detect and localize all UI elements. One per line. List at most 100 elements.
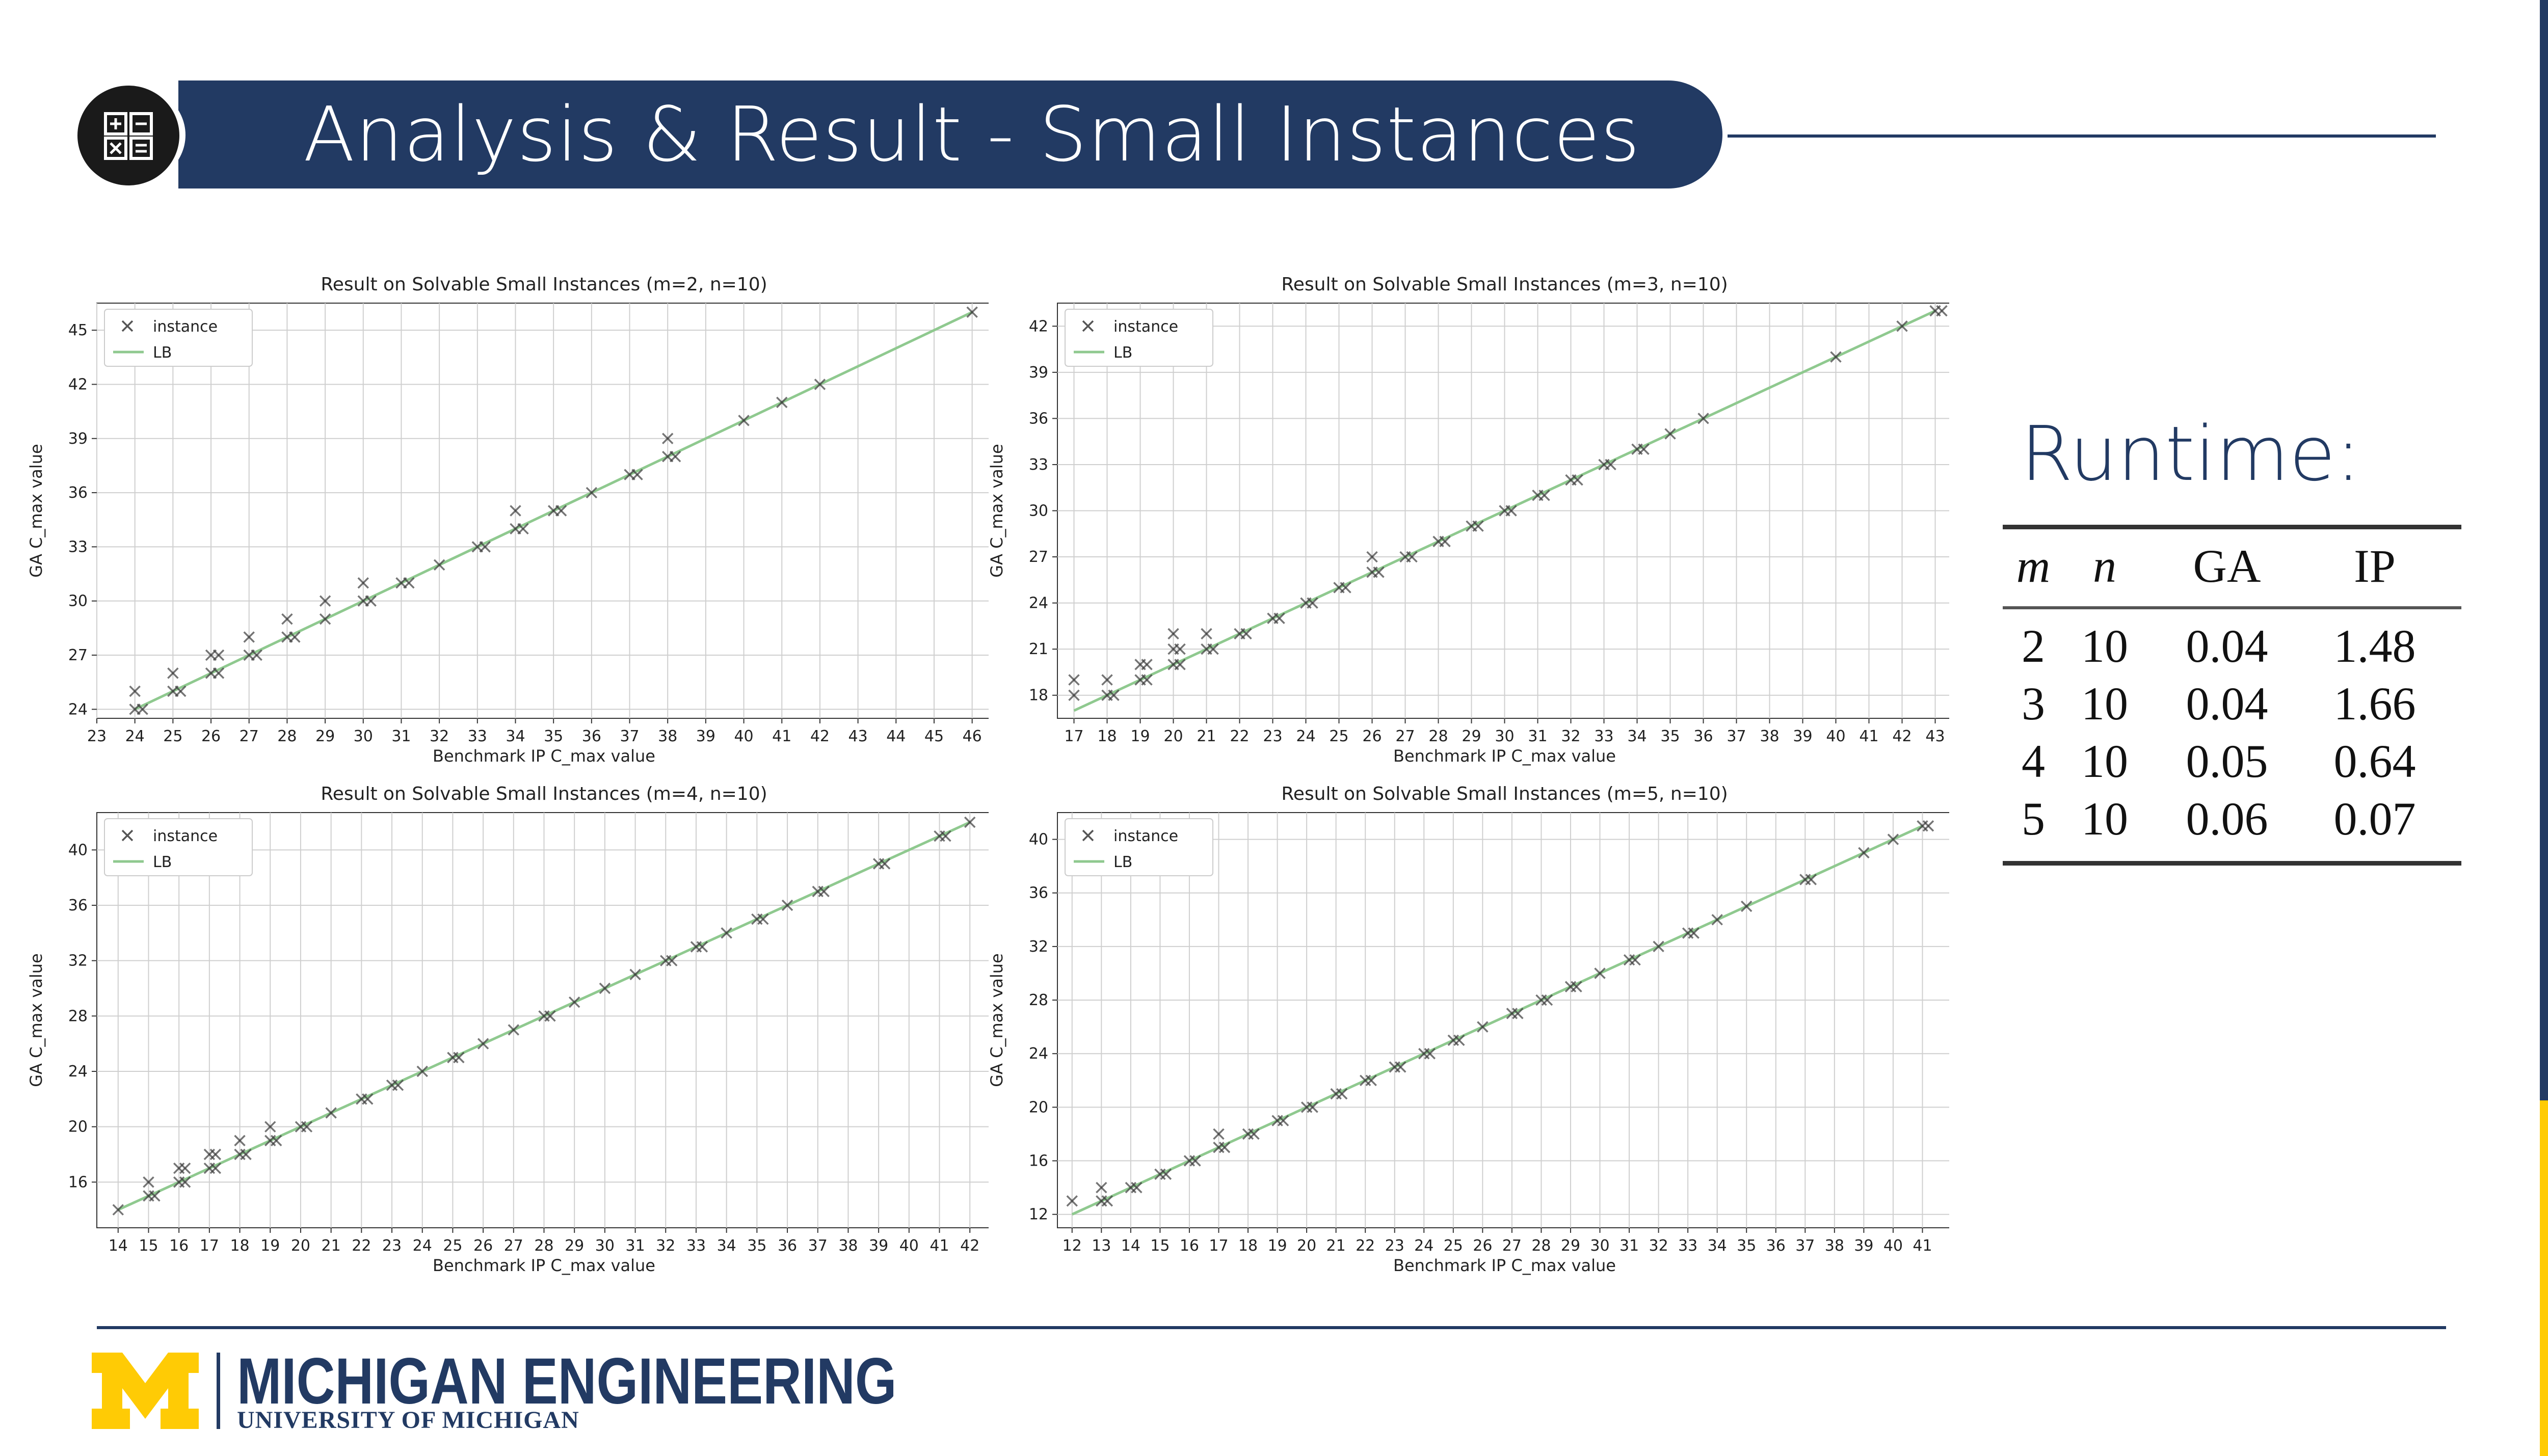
instance-point bbox=[1218, 1142, 1231, 1153]
instance-point bbox=[1629, 954, 1641, 966]
instance-point bbox=[1207, 643, 1219, 655]
instance-point bbox=[1141, 674, 1153, 686]
instance-point bbox=[1307, 1101, 1318, 1113]
x-tick-label: 23 bbox=[1263, 727, 1282, 745]
x-tick-label: 36 bbox=[778, 1237, 797, 1255]
y-tick-label: 36 bbox=[1029, 884, 1048, 902]
instance-point bbox=[1248, 1128, 1260, 1140]
instance-point bbox=[209, 1148, 222, 1161]
y-tick-label: 16 bbox=[68, 1173, 88, 1191]
instance-point bbox=[453, 1051, 465, 1064]
legend-label-lb: LB bbox=[1113, 344, 1132, 362]
x-tick-label: 30 bbox=[1590, 1237, 1609, 1255]
x-tick-label: 39 bbox=[1793, 727, 1812, 745]
x-tick-label: 30 bbox=[354, 727, 373, 745]
x-tick-label: 23 bbox=[382, 1237, 402, 1255]
y-tick-label: 24 bbox=[1029, 1045, 1048, 1063]
brand-name: MICHIGAN ENGINEERING bbox=[237, 1345, 897, 1418]
header-m: m bbox=[2016, 540, 2051, 592]
x-tick-label: 29 bbox=[1462, 727, 1481, 745]
header-ip: IP bbox=[2354, 540, 2396, 592]
instance-point bbox=[1373, 567, 1385, 578]
instance-point bbox=[167, 667, 179, 679]
instance-point bbox=[661, 433, 674, 444]
cell-ga: 0.04 bbox=[2186, 620, 2268, 672]
instance-point bbox=[1201, 628, 1212, 640]
x-tick-label: 31 bbox=[1528, 727, 1547, 745]
y-tick-label: 40 bbox=[68, 841, 88, 859]
instance-point bbox=[143, 1176, 154, 1188]
instance-point bbox=[1638, 443, 1650, 455]
x-tick-label: 21 bbox=[322, 1237, 341, 1255]
y-tick-label: 39 bbox=[1029, 364, 1048, 382]
instance-point bbox=[1453, 1034, 1465, 1046]
x-tick-label: 16 bbox=[169, 1237, 189, 1255]
legend: instance LB bbox=[1065, 309, 1213, 367]
instance-point bbox=[666, 955, 678, 966]
instance-point bbox=[586, 487, 598, 499]
header-ga: GA bbox=[2193, 540, 2261, 592]
y-tick-label: 42 bbox=[68, 375, 88, 393]
x-tick-label: 38 bbox=[838, 1237, 858, 1255]
instance-point bbox=[1141, 659, 1153, 670]
y-tick-label: 36 bbox=[68, 484, 88, 502]
y-tick-label: 36 bbox=[68, 897, 88, 914]
x-tick-label: 35 bbox=[747, 1237, 766, 1255]
instance-point bbox=[1688, 927, 1700, 939]
instance-point bbox=[1830, 351, 1842, 363]
table-row: 2 10 0.04 1.48 bbox=[2003, 619, 2461, 675]
x-axis-label: Benchmark IP C_max value bbox=[433, 1256, 655, 1275]
title-bar bbox=[178, 80, 1722, 188]
x-tick-label: 14 bbox=[1121, 1237, 1140, 1255]
x-tick-label: 24 bbox=[1296, 727, 1315, 745]
x-tick-label: 40 bbox=[1883, 1237, 1903, 1255]
x-tick-label: 18 bbox=[1097, 727, 1117, 745]
x-tick-label: 13 bbox=[1092, 1237, 1111, 1255]
legend-label-instance: instance bbox=[153, 318, 218, 336]
instance-point bbox=[1477, 1021, 1489, 1033]
y-tick-label: 18 bbox=[1029, 687, 1048, 705]
page-title: Analysis & Result - Small Instances bbox=[303, 91, 1640, 178]
x-tick-label: 35 bbox=[1660, 727, 1680, 745]
x-tick-label: 19 bbox=[260, 1237, 280, 1255]
instance-point bbox=[517, 523, 529, 535]
instance-point bbox=[1213, 1128, 1225, 1140]
x-tick-label: 41 bbox=[772, 727, 791, 745]
instance-point bbox=[1472, 520, 1484, 532]
instance-point bbox=[1541, 994, 1553, 1006]
instance-point bbox=[1740, 900, 1753, 912]
instance-point bbox=[281, 613, 293, 625]
instance-point bbox=[1887, 833, 1899, 845]
y-tick-label: 27 bbox=[1029, 548, 1048, 566]
x-tick-label: 43 bbox=[1925, 727, 1945, 745]
y-tick-label: 24 bbox=[1029, 595, 1048, 612]
x-tick-label: 34 bbox=[717, 1237, 736, 1255]
cell-n: 10 bbox=[2081, 678, 2128, 730]
footer-separator bbox=[217, 1353, 220, 1429]
y-tick-label: 40 bbox=[1029, 831, 1048, 849]
x-tick-label: 37 bbox=[1727, 727, 1746, 745]
scatter-chart-m2: Result on Solvable Small Instances (m=2,… bbox=[26, 274, 989, 766]
instance-point bbox=[1336, 1088, 1348, 1100]
table-row: 3 10 0.04 1.66 bbox=[2003, 677, 2461, 733]
y-tick-label: 42 bbox=[1029, 317, 1048, 335]
x-tick-label: 36 bbox=[1766, 1237, 1786, 1255]
instance-point bbox=[814, 379, 826, 390]
cell-m: 3 bbox=[2022, 678, 2045, 730]
x-tick-label: 20 bbox=[1163, 727, 1183, 745]
x-tick-label: 28 bbox=[1428, 727, 1448, 745]
x-tick-label: 24 bbox=[125, 727, 145, 745]
x-tick-label: 21 bbox=[1326, 1237, 1346, 1255]
x-tick-label: 32 bbox=[430, 727, 449, 745]
instance-point bbox=[879, 858, 891, 870]
lb-line bbox=[1071, 825, 1923, 1216]
instance-point bbox=[264, 1121, 276, 1133]
instance-point bbox=[1605, 459, 1616, 471]
x-tick-label: 20 bbox=[291, 1237, 310, 1255]
instance-point bbox=[179, 1176, 191, 1188]
x-tick-label: 37 bbox=[808, 1237, 828, 1255]
x-tick-label: 18 bbox=[230, 1237, 249, 1255]
y-tick-label: 16 bbox=[1029, 1152, 1048, 1170]
instance-point bbox=[964, 816, 976, 828]
x-tick-label: 42 bbox=[960, 1237, 979, 1255]
